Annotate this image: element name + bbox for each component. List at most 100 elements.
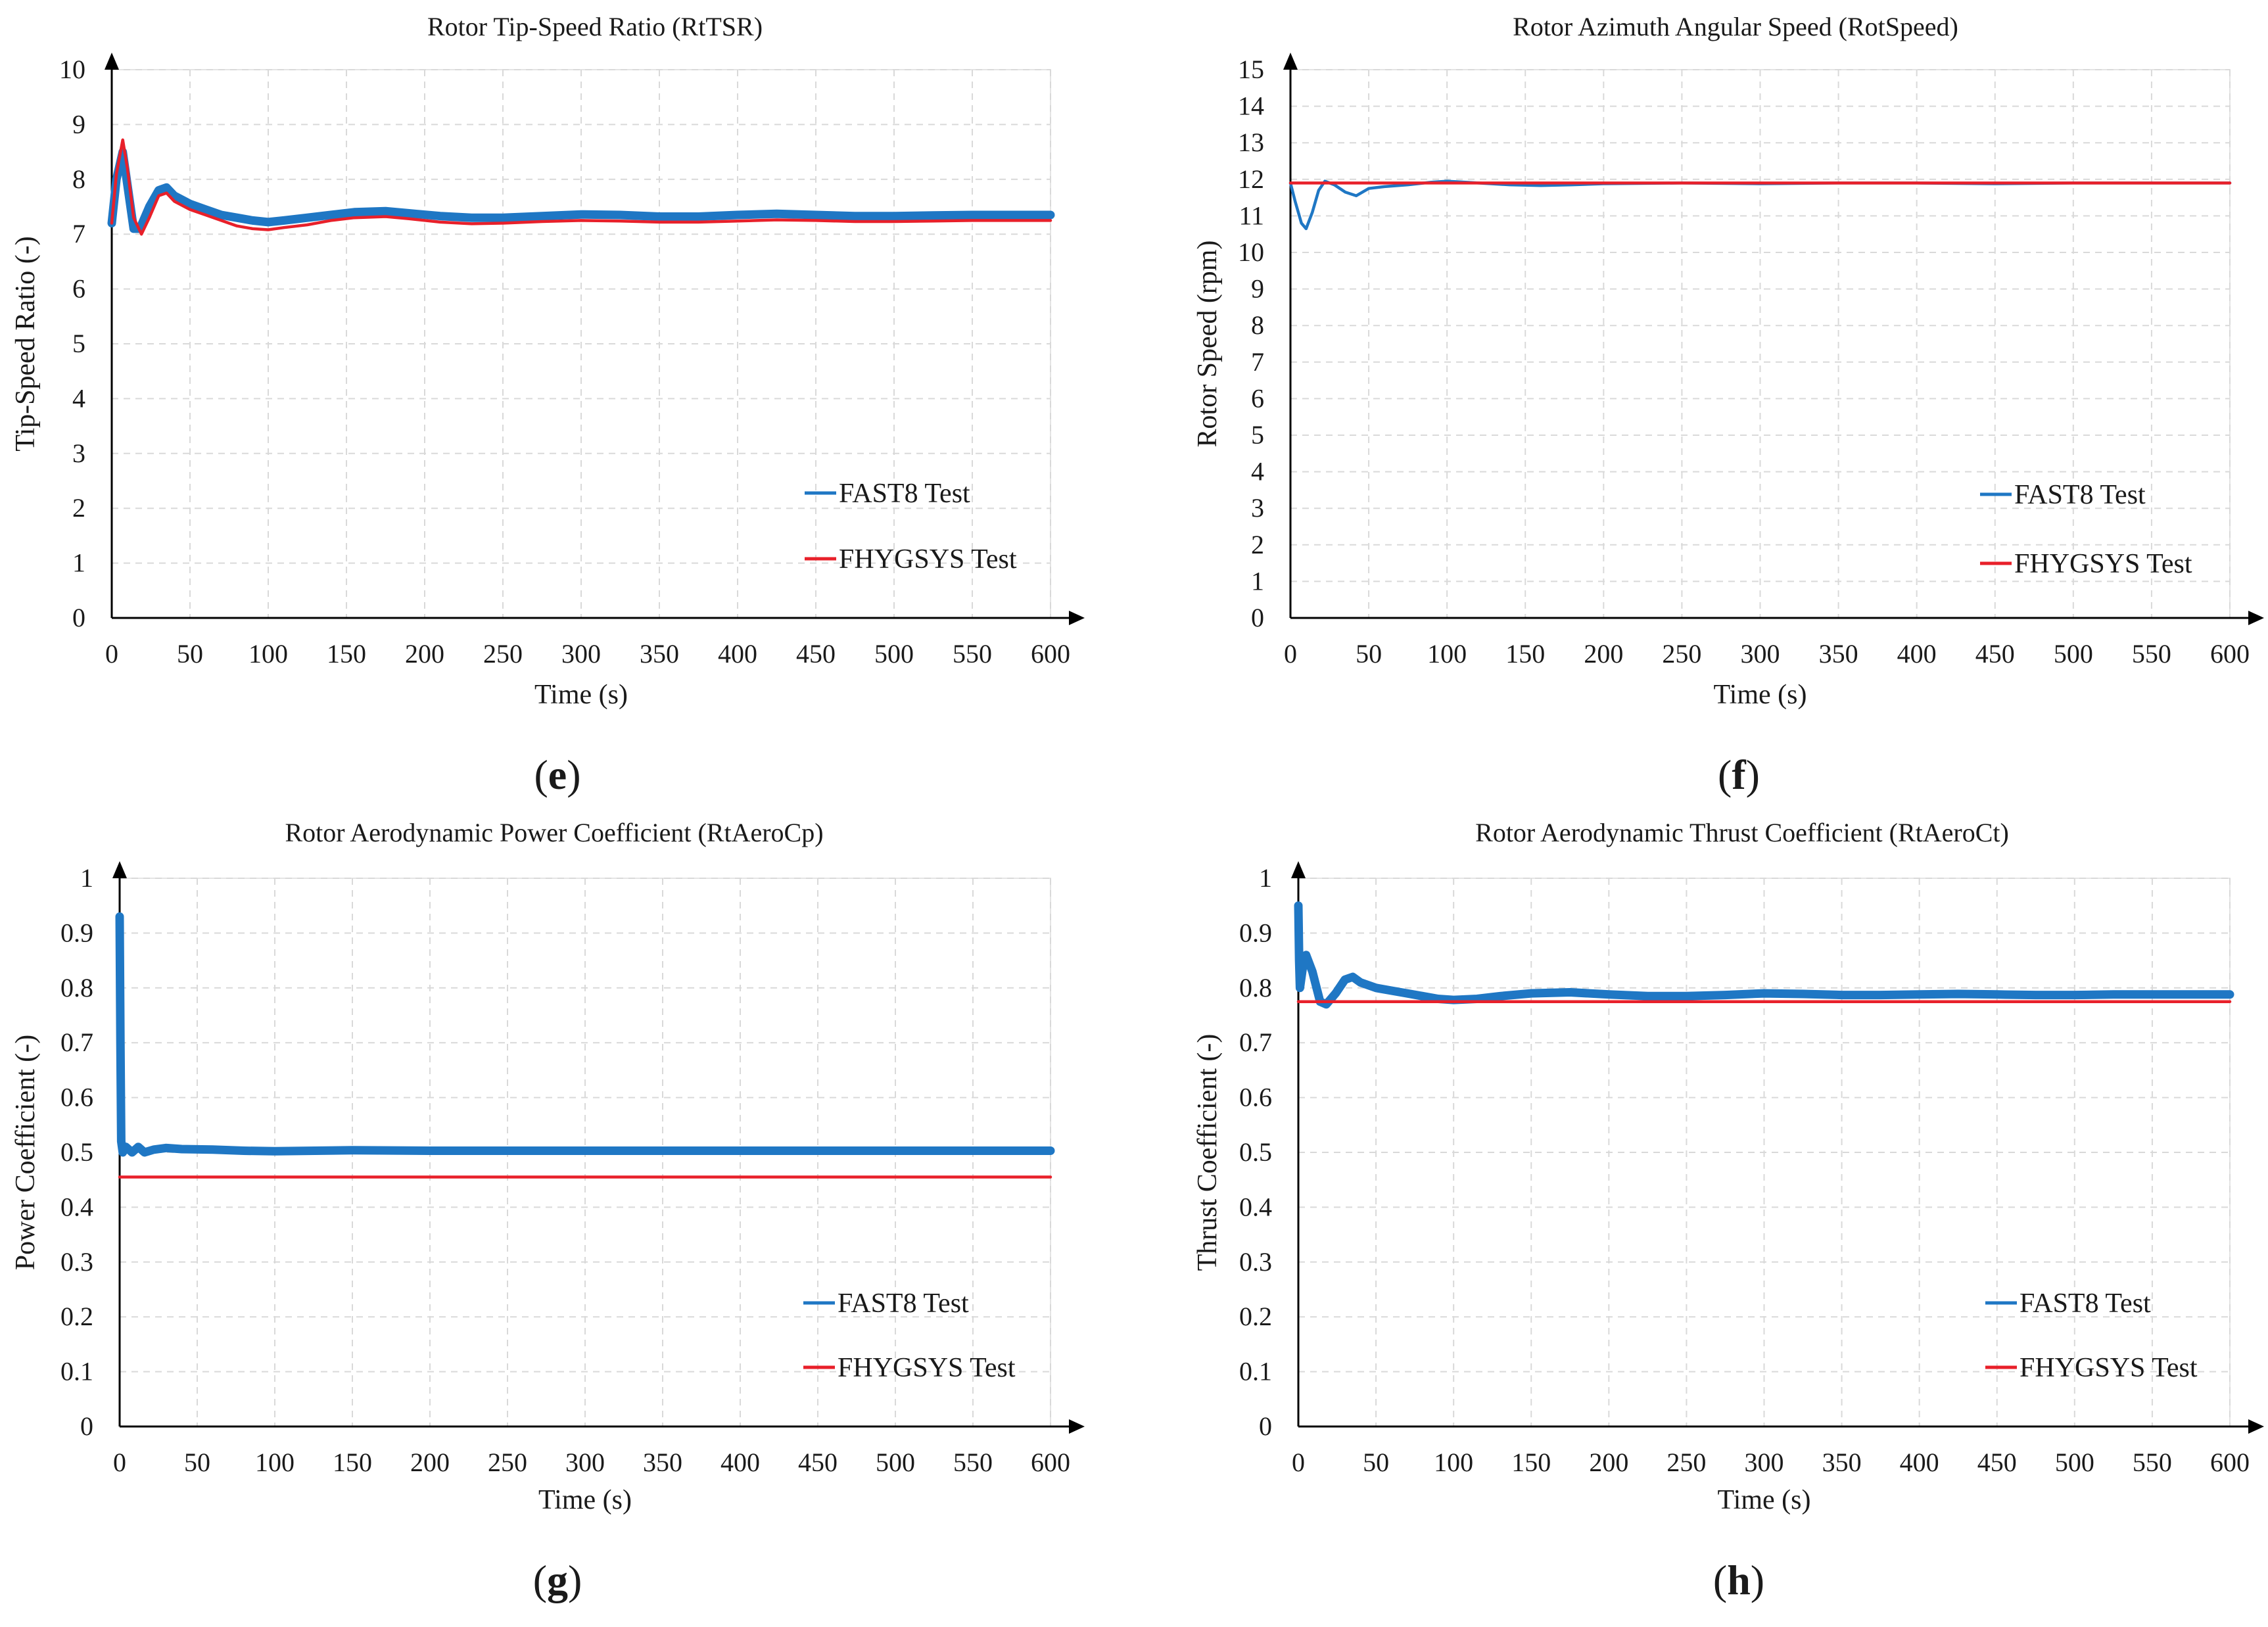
x-tick-label: 350	[643, 1448, 682, 1477]
y-tick-label: 15	[1238, 55, 1264, 84]
x-axis-label: Time (s)	[538, 1485, 632, 1515]
x-tick-label: 500	[2054, 639, 2093, 669]
x-tick-label: 100	[1427, 639, 1467, 669]
x-tick-label: 50	[184, 1448, 210, 1477]
series-line-fast8	[107, 147, 1055, 233]
x-tick-label: 350	[1822, 1448, 1862, 1477]
y-tick-label: 0.5	[1239, 1137, 1272, 1167]
x-tick-label: 550	[953, 1448, 993, 1477]
x-axis-arrow	[2248, 1419, 2264, 1434]
chart-panel-f: 0 50 100 150 200 250 300 350 400 450 500 550 6000123…	[1193, 12, 2264, 798]
x-tick-label: 200	[1584, 639, 1623, 669]
x-tick-label: 100	[248, 639, 288, 669]
x-tick-label: 0	[1292, 1448, 1305, 1477]
y-tick-label: 1	[72, 548, 85, 578]
x-tick-label: 450	[1977, 1448, 2017, 1477]
x-tick-label: 150	[327, 639, 366, 669]
y-tick-label: 12	[1238, 164, 1264, 194]
y-tick-label: 5	[1251, 420, 1264, 450]
x-tick-label: 600	[1031, 1448, 1070, 1477]
y-tick-label: 9	[1251, 274, 1264, 304]
x-tick-label: 400	[718, 639, 757, 669]
chart-panel-g: 0 50 100 150 200 250 300 350 400 450 500 550 600 0 0.1…	[11, 818, 1085, 1603]
y-axis-label: Power Coefficient (-)	[11, 1035, 41, 1270]
y-tick-label: 2	[72, 493, 85, 523]
y-tick-label: 0.5	[60, 1137, 93, 1167]
x-tick-label: 550	[953, 639, 992, 669]
y-tick-label: 0.6	[60, 1083, 93, 1112]
y-tick-label: 1	[1259, 863, 1272, 893]
x-tick-label: 550	[2133, 1448, 2172, 1477]
x-tick-label: 50	[177, 639, 203, 669]
legend-label: FAST8 Test	[2020, 1288, 2151, 1319]
y-tick-label: 7	[1251, 347, 1264, 377]
x-tick-label: 0	[1284, 639, 1297, 669]
y-tick-label: 8	[1251, 310, 1264, 340]
x-tick-label: 600	[2210, 639, 2250, 669]
legend-label: FHYGSYS Test	[839, 544, 1017, 575]
x-tick-label: 300	[561, 639, 601, 669]
y-tick-label: 0.8	[1239, 973, 1272, 1002]
x-tick-label: 500	[874, 639, 914, 669]
series-line-fhygsys	[110, 138, 1052, 236]
chart-title: Rotor Aerodynamic Power Coefficient (RtA…	[285, 818, 823, 847]
legend-label: FHYGSYS Test	[2014, 549, 2192, 579]
x-tick-label: 350	[640, 639, 679, 669]
panel-label: (h)	[1713, 1557, 1764, 1603]
x-tick-label: 350	[1819, 639, 1858, 669]
y-tick-label: 5	[72, 329, 85, 358]
y-tick-label: 0.1	[60, 1357, 93, 1386]
y-tick-label: 0.6	[1239, 1083, 1272, 1112]
x-tick-label: 600	[2210, 1448, 2250, 1477]
y-axis-label: Thrust Coefficient (-)	[1193, 1034, 1223, 1271]
panel-label: (e)	[534, 751, 580, 798]
legend-label: FAST8 Test	[839, 479, 970, 509]
y-tick-label: 0.3	[60, 1247, 93, 1277]
x-tick-label: 250	[1666, 1448, 1706, 1477]
x-tick-label: 0	[113, 1448, 126, 1477]
y-axis-arrow	[1283, 53, 1298, 70]
x-tick-label: 500	[2055, 1448, 2094, 1477]
x-axis-label: Time (s)	[1718, 1485, 1811, 1515]
y-tick-label: 0.7	[60, 1027, 93, 1057]
x-tick-label: 200	[410, 1448, 450, 1477]
x-tick-label: 400	[721, 1448, 760, 1477]
x-tick-label: 400	[1900, 1448, 1939, 1477]
y-tick-label: 13	[1238, 128, 1264, 157]
x-tick-label: 300	[565, 1448, 605, 1477]
legend-label: FAST8 Test	[838, 1288, 969, 1319]
x-tick-label: 450	[1975, 639, 2015, 669]
y-tick-label: 0.3	[1239, 1247, 1272, 1277]
x-tick-label: 400	[1897, 639, 1937, 669]
y-axis-arrow	[105, 53, 119, 70]
x-tick-label: 200	[405, 639, 444, 669]
legend: FAST8 Test FHYGSYS Test	[805, 479, 1017, 575]
y-tick-label: 0.9	[1239, 918, 1272, 947]
x-tick-label: 50	[1363, 1448, 1389, 1477]
x-tick-label: 250	[483, 639, 523, 669]
chart-title: Rotor Tip-Speed Ratio (RtTSR)	[427, 12, 763, 41]
x-axis-arrow	[1069, 611, 1085, 625]
y-tick-label: 0	[1259, 1411, 1272, 1441]
x-tick-label: 100	[1434, 1448, 1473, 1477]
y-tick-label: 0	[1251, 603, 1264, 632]
y-tick-label: 6	[72, 274, 85, 304]
y-axis-label: Tip-Speed Ratio (-)	[11, 236, 41, 451]
x-tick-label: 450	[798, 1448, 838, 1477]
y-tick-label: 8	[72, 164, 85, 194]
y-tick-label: 3	[72, 438, 85, 468]
y-tick-label: 11	[1239, 200, 1264, 230]
legend: FAST8 Test FHYGSYS Test	[1980, 480, 2192, 579]
y-tick-label: 1	[80, 863, 93, 893]
x-tick-label: 250	[488, 1448, 527, 1477]
y-tick-label: 7	[72, 219, 85, 248]
y-tick-label: 0.8	[60, 973, 93, 1002]
chart-title: Rotor Aerodynamic Thrust Coefficient (Rt…	[1475, 818, 2009, 847]
y-tick-label: 0	[80, 1411, 93, 1441]
y-axis-arrow	[112, 861, 127, 878]
x-tick-label: 100	[255, 1448, 295, 1477]
x-tick-label: 300	[1741, 639, 1780, 669]
x-axis-arrow	[2248, 611, 2264, 625]
